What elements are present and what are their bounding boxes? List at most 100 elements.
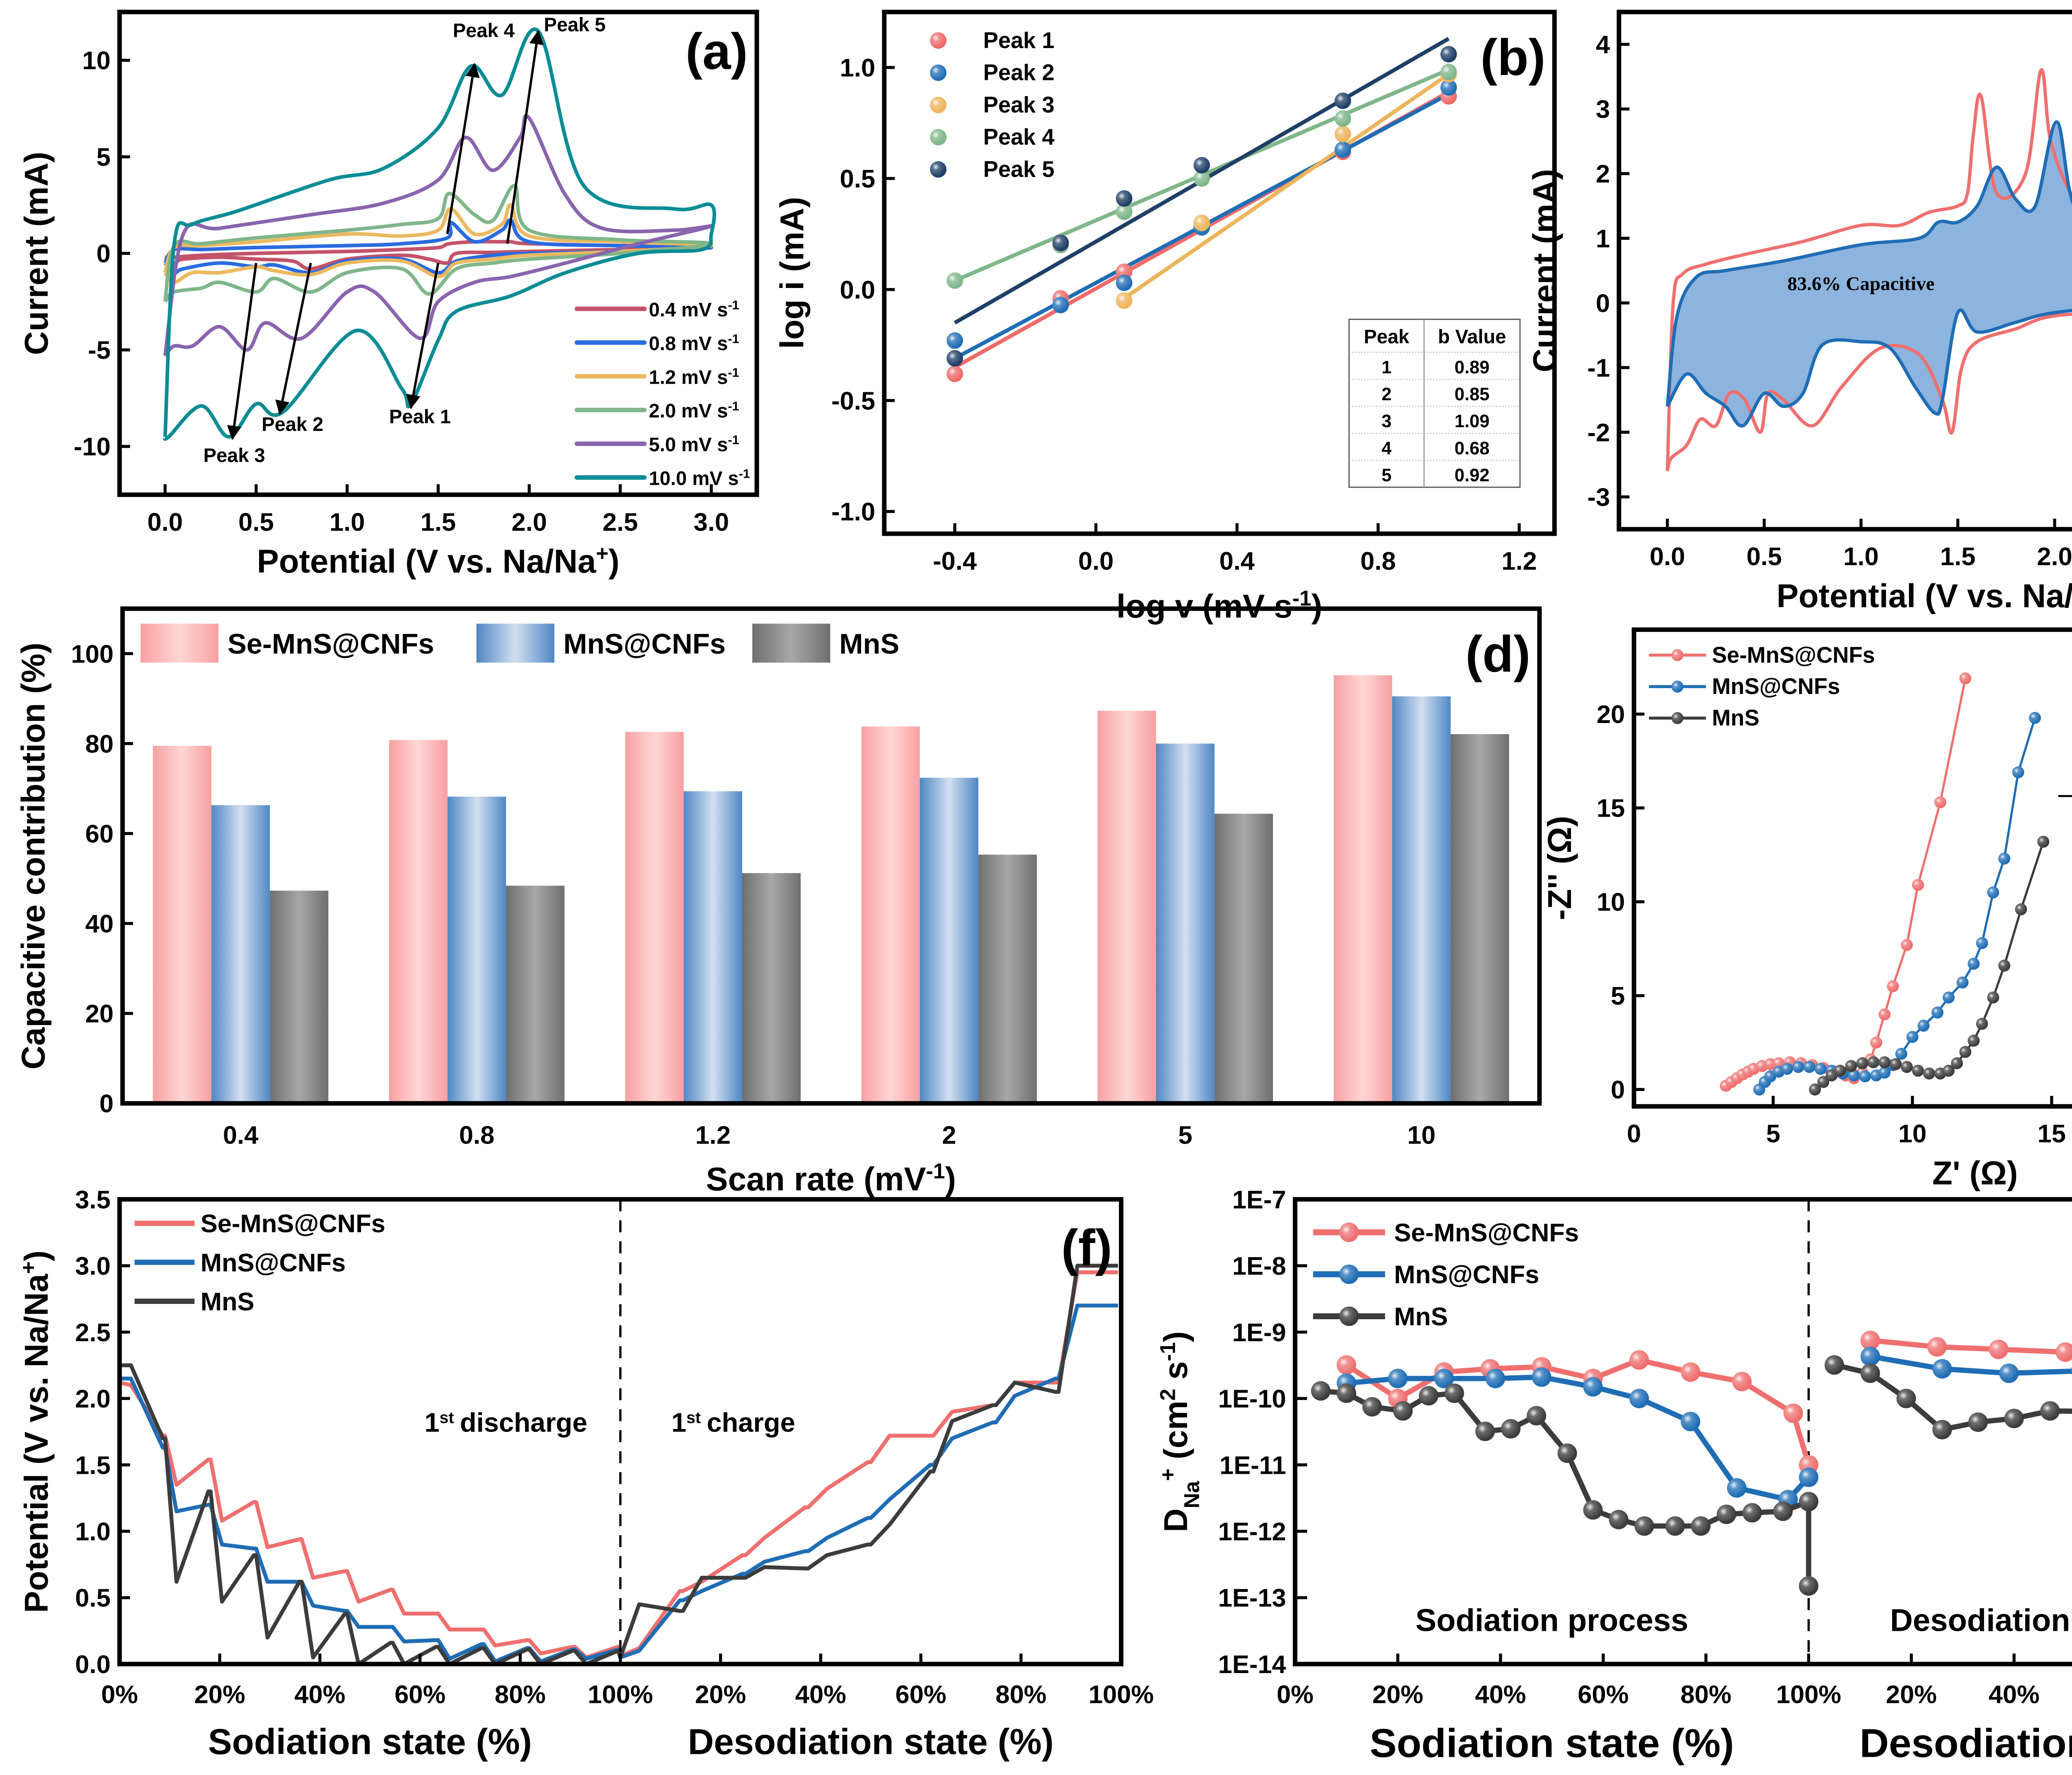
data-point-highlight [1860,1363,1880,1383]
bar [1156,743,1215,1104]
x-tick-label: 1.0 [1843,542,1879,571]
text-span: 1 [424,1407,439,1437]
data-point-highlight [1890,1058,1902,1070]
data-point-highlight [1934,796,1946,808]
superscript: + [596,541,608,565]
x-tick-label: 0% [101,1680,138,1709]
y-tick-label: 1.0 [840,54,875,82]
table-cell: 2 [1382,385,1392,404]
peak-annotation: Peak 2 [261,413,323,435]
y-tick-label: 2 [1596,160,1610,189]
x-tick-label: 40% [1475,1680,1526,1709]
y-axis-label: Current (mA) [18,152,55,355]
data-point-highlight [1393,1401,1413,1421]
y-axis-label: -Z'' (Ω) [1541,816,1578,920]
x-tick-label: 20% [194,1680,245,1709]
x-tick-label: 1.0 [329,508,365,537]
text-span: 5.0 mV s [649,433,728,455]
x-tick-label: 2.5 [603,508,638,537]
subscript: Na [1180,1480,1204,1508]
region-label: Desodiation process [1890,1603,2072,1638]
text-span: discharge [460,1407,588,1437]
data-point-highlight [1583,1500,1603,1520]
data-point-highlight [1968,1412,1988,1432]
data-point-highlight [1781,1063,1793,1075]
data-point-highlight [1848,1069,1860,1081]
data-point-highlight [1434,1369,1454,1388]
data-point-highlight [1906,1031,1919,1043]
data-point-highlight [1999,1363,2019,1383]
x-tick-label: 3.0 [694,508,729,537]
data-point-highlight [1870,1036,1883,1049]
data-point-highlight [1896,1388,1916,1408]
x-tick-label: 80% [995,1680,1046,1709]
y-tick-label: 1E-10 [1218,1385,1286,1413]
data-point-highlight [1440,79,1457,96]
data-point-highlight [1334,126,1351,143]
data-point-highlight [1867,1056,1880,1069]
data-point-highlight [1798,1468,1818,1487]
data-point-highlight [1895,1047,1907,1060]
superscript: -1 [1293,586,1312,610]
data-point-highlight [1968,958,1980,970]
data-point-highlight [1860,1347,1880,1366]
data-point-highlight [1932,1359,1952,1379]
x-tick-label: 1.5 [421,508,456,537]
panel-f-gitt-potential: 1st discharge 1st chargeSe-MnS@CNFsMnS@CNFs… [16,1185,1154,1762]
gitt-curve [119,1303,1118,1664]
y-tick-label: -3 [1587,483,1610,512]
plot-frame [120,606,1542,1106]
data-point-highlight [1334,92,1351,109]
plot-frame [882,10,1557,536]
data-point-highlight [1798,1492,1818,1511]
data-point-highlight [1557,1443,1577,1463]
data-point-highlight [1339,1264,1359,1284]
data-point-highlight [946,365,963,382]
cv-curve [163,114,714,357]
data-point-highlight [1912,879,1924,891]
x-tick-label: 0.4 [1219,547,1255,576]
legend-label: MnS@CNFs [1394,1260,1539,1289]
table-cell: 0.89 [1455,358,1489,377]
panel-label: (f) [1061,1220,1112,1277]
desodiation-line [1870,1337,2072,1356]
legend-label: Se-MnS@CNFs [1712,642,1875,667]
peak-arrow [506,30,544,244]
y-axis-label: Capacitive contribution (%) [15,643,52,1069]
data-point-highlight [2071,1366,2072,1375]
legend-label: 0.8 mV s-1 [649,332,739,354]
legend-label: 0.4 mV s-1 [649,298,739,320]
x-tick-label: 0.0 [148,508,183,537]
text-span: 0.8 mV s [649,332,728,354]
data-point-highlight [1052,297,1069,314]
data-point-highlight [930,32,946,49]
data-point-highlight [1680,1412,1700,1432]
superscript: 2 [1156,1389,1180,1401]
text-span: Potential (V vs. Na/Na [18,1274,55,1613]
y-tick-label: 0.5 [75,1584,111,1613]
x-tick-label: 2.0 [2037,542,2072,571]
y-tick-label: 40 [85,910,114,938]
bar [1334,675,1392,1104]
legend-swatch [752,624,830,663]
legend-label: MnS@CNFs [201,1248,346,1277]
text-span: 10.0 mV s [649,467,739,489]
text-span: Potential (V vs. Na/Na [257,543,596,580]
bar [389,740,448,1104]
peak-annotation: Peak 5 [544,14,605,36]
data-point-highlight [1809,1083,1821,1095]
gitt-curve [119,1270,1118,1659]
x-tick-label: 0.8 [459,1121,495,1150]
x-tick-label: 40% [795,1680,846,1709]
data-point-highlight [1798,1576,1818,1596]
y-tick-label: -2 [1587,418,1610,447]
x-tick-label: 0.5 [1746,542,1782,571]
data-point-highlight [2015,903,2027,916]
data-point-highlight [1942,991,1955,1004]
x-tick-label: 5 [1178,1121,1192,1150]
data-point-highlight [1629,1388,1649,1408]
legend-label: Se-MnS@CNFs [1394,1219,1579,1247]
text-span: charge [707,1407,795,1437]
